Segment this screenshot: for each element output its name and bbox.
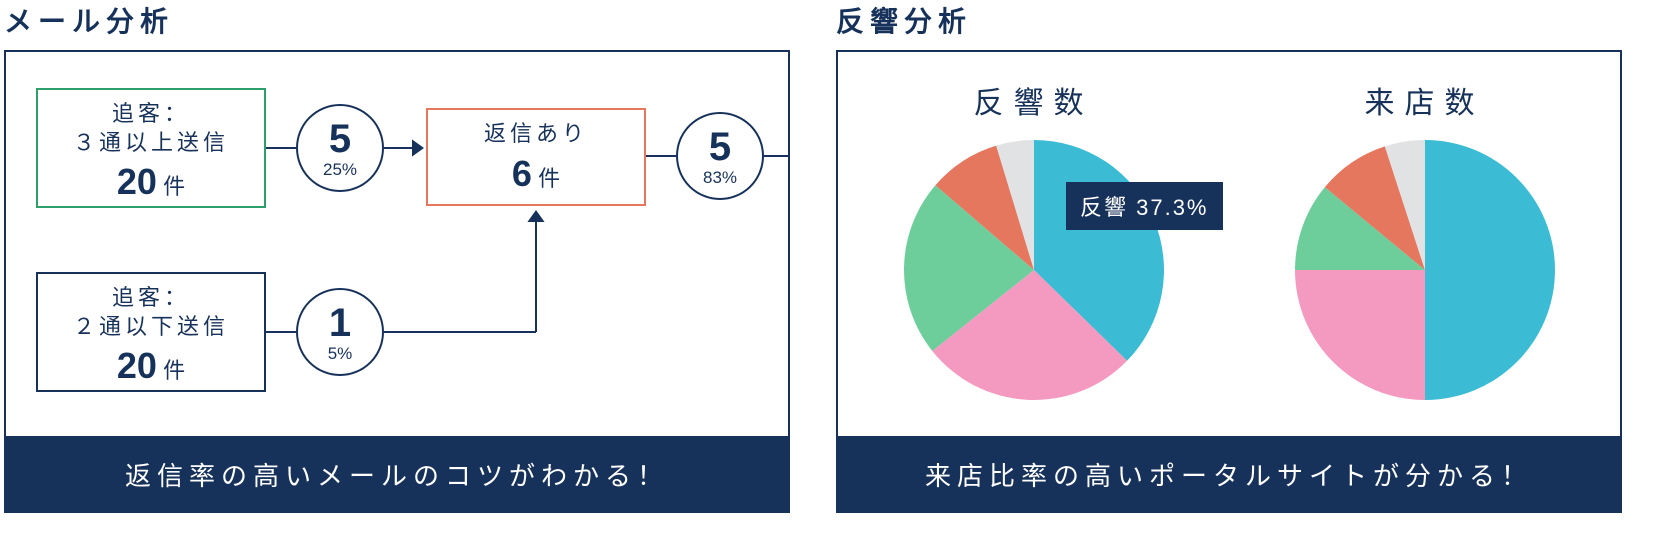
- pie-chart: [904, 140, 1164, 400]
- mail-analysis-panel: メール分析 追客：３通以上送信20 件追客：２通以下送信20 件返信あり6 件5…: [4, 0, 790, 513]
- pie-slice: [1295, 270, 1425, 400]
- flow-connectors: [6, 52, 788, 436]
- pie-chart: [1295, 140, 1555, 400]
- pie-column: 来店数: [1295, 78, 1555, 400]
- pie-column: 反響数: [904, 78, 1164, 400]
- pie-slice: [1425, 140, 1555, 400]
- response-analysis-footer: 来店比率の高いポータルサイトが分かる！: [836, 438, 1622, 513]
- pie-title: 反響数: [974, 78, 1094, 122]
- pie-title: 来店数: [1365, 78, 1485, 122]
- response-analysis-panel: 反響分析 反響数 来店数反響 37.3% 来店比率の高いポータルサイトが分かる！: [836, 0, 1622, 513]
- mail-analysis-footer: 返信率の高いメールのコツがわかる！: [4, 438, 790, 513]
- pie-tooltip: 反響 37.3%: [1066, 182, 1223, 230]
- mail-analysis-title: メール分析: [4, 0, 790, 40]
- response-analysis-title: 反響分析: [836, 0, 1622, 40]
- mail-analysis-body: 追客：３通以上送信20 件追客：２通以下送信20 件返信あり6 件525%15%…: [4, 50, 790, 438]
- response-analysis-body: 反響数 来店数反響 37.3%: [836, 50, 1622, 438]
